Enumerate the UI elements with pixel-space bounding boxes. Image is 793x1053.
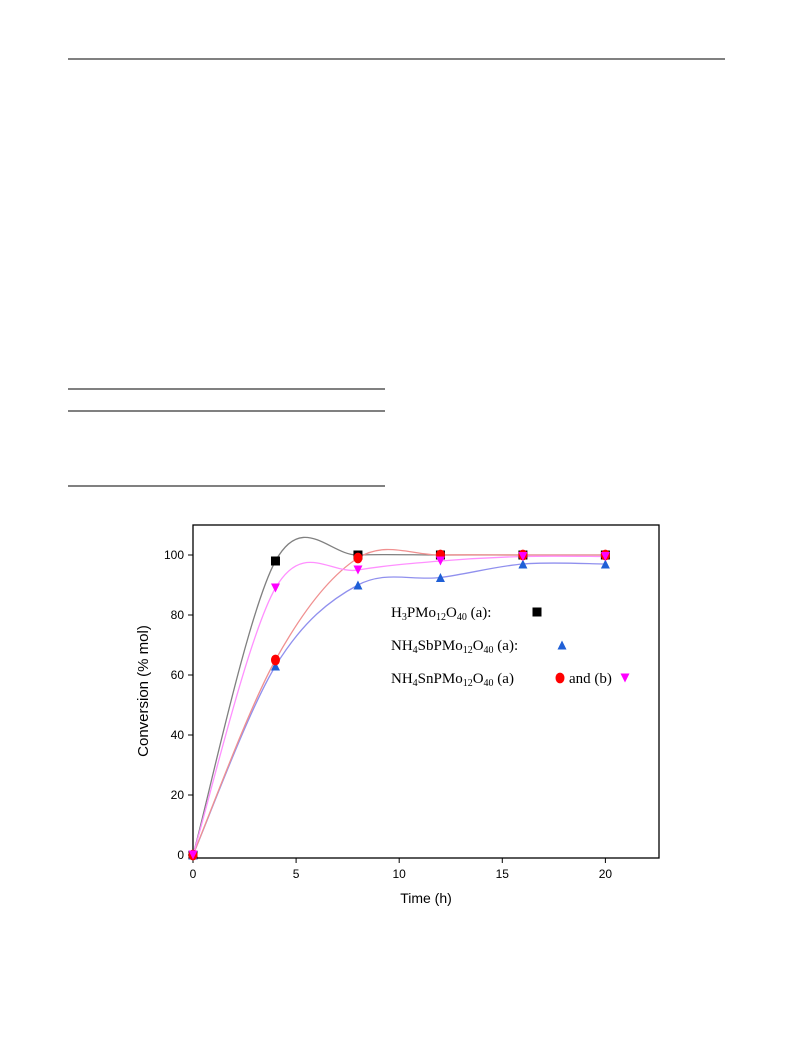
y-tick-label: 20 [171, 788, 185, 802]
legend-text-part: 40 [457, 612, 467, 623]
legend-text-part: H [391, 605, 402, 621]
y-tick-label: 40 [171, 728, 185, 742]
legend-label: and (b) [569, 671, 612, 687]
legend-text-part: NH [391, 671, 413, 687]
legend-text-part: (a): [494, 638, 519, 654]
legend-text-part: 4 [413, 678, 418, 689]
legend-text-part: PMo [407, 605, 436, 621]
y-tick-label: 60 [171, 668, 185, 682]
legend-marker [620, 673, 630, 683]
x-tick-label: 5 [293, 867, 300, 881]
legend-text-part: 3 [402, 612, 407, 623]
marker [600, 552, 610, 561]
marker [518, 559, 528, 569]
marker [353, 580, 363, 590]
legend-text-part: SbPMo [418, 638, 463, 654]
legend-text-part: and (b) [569, 671, 612, 687]
legend-label: H3PMo12O40 (a): [391, 605, 491, 623]
marker [518, 552, 528, 561]
x-axis-label: Time (h) [400, 890, 452, 906]
marker [600, 559, 610, 569]
marker [435, 556, 445, 566]
legend-label: NH4SbPMo12O40 (a): [391, 638, 518, 656]
x-tick-label: 0 [190, 867, 197, 881]
marker [435, 573, 445, 582]
legend-text-part: O [473, 671, 484, 687]
marker [270, 583, 280, 593]
legend-text-part: 40 [484, 678, 494, 689]
legend-text-part: (a): [467, 605, 492, 621]
y-tick-label: 0 [177, 848, 184, 862]
series-line [192, 548, 606, 856]
legend-text-part: 4 [413, 645, 418, 656]
legend-marker [532, 607, 542, 617]
legend-text-part: 12 [463, 678, 473, 689]
legend-text-part: 12 [436, 612, 446, 623]
legend-marker [555, 672, 565, 684]
marker [188, 850, 198, 860]
marker [353, 552, 363, 564]
series-line [192, 536, 606, 856]
x-tick-label: 15 [496, 867, 510, 881]
marker [353, 565, 363, 575]
legend-text-part: O [446, 605, 457, 621]
marker [270, 654, 280, 666]
legend-text-part: O [473, 638, 484, 654]
y-axis-label: Conversion (% mol) [135, 625, 152, 757]
y-tick-label: 80 [171, 608, 185, 622]
legend-text-part: 40 [484, 645, 494, 656]
legend-marker [557, 640, 567, 650]
legend-label: NH4SnPMo12O40 (a) [391, 671, 514, 689]
legend-text-part: SnPMo [418, 671, 463, 687]
legend-text-part: 12 [463, 645, 473, 656]
y-tick-label: 100 [164, 548, 184, 562]
legend-text-part: (a) [494, 671, 514, 687]
x-tick-label: 10 [393, 867, 407, 881]
legend-text-part: NH [391, 638, 413, 654]
plot-frame [192, 524, 660, 859]
x-tick-label: 20 [599, 867, 613, 881]
marker [270, 556, 280, 566]
marker [270, 661, 280, 671]
